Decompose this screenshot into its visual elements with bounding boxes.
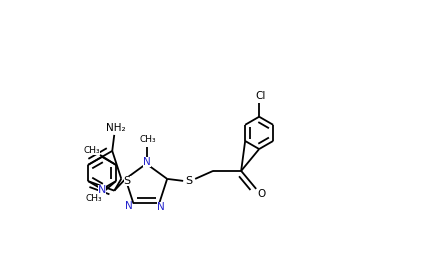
Text: N: N xyxy=(124,201,132,211)
Text: S: S xyxy=(186,176,193,186)
Text: N: N xyxy=(143,157,151,167)
Text: Cl: Cl xyxy=(255,91,265,101)
Text: CH₃: CH₃ xyxy=(84,146,100,155)
Text: NH₂: NH₂ xyxy=(107,123,126,133)
Text: CH₃: CH₃ xyxy=(140,135,157,144)
Text: O: O xyxy=(257,189,265,199)
Text: N: N xyxy=(157,202,165,212)
Text: N: N xyxy=(98,185,106,195)
Text: S: S xyxy=(124,176,131,186)
Text: CH₃: CH₃ xyxy=(86,193,102,203)
